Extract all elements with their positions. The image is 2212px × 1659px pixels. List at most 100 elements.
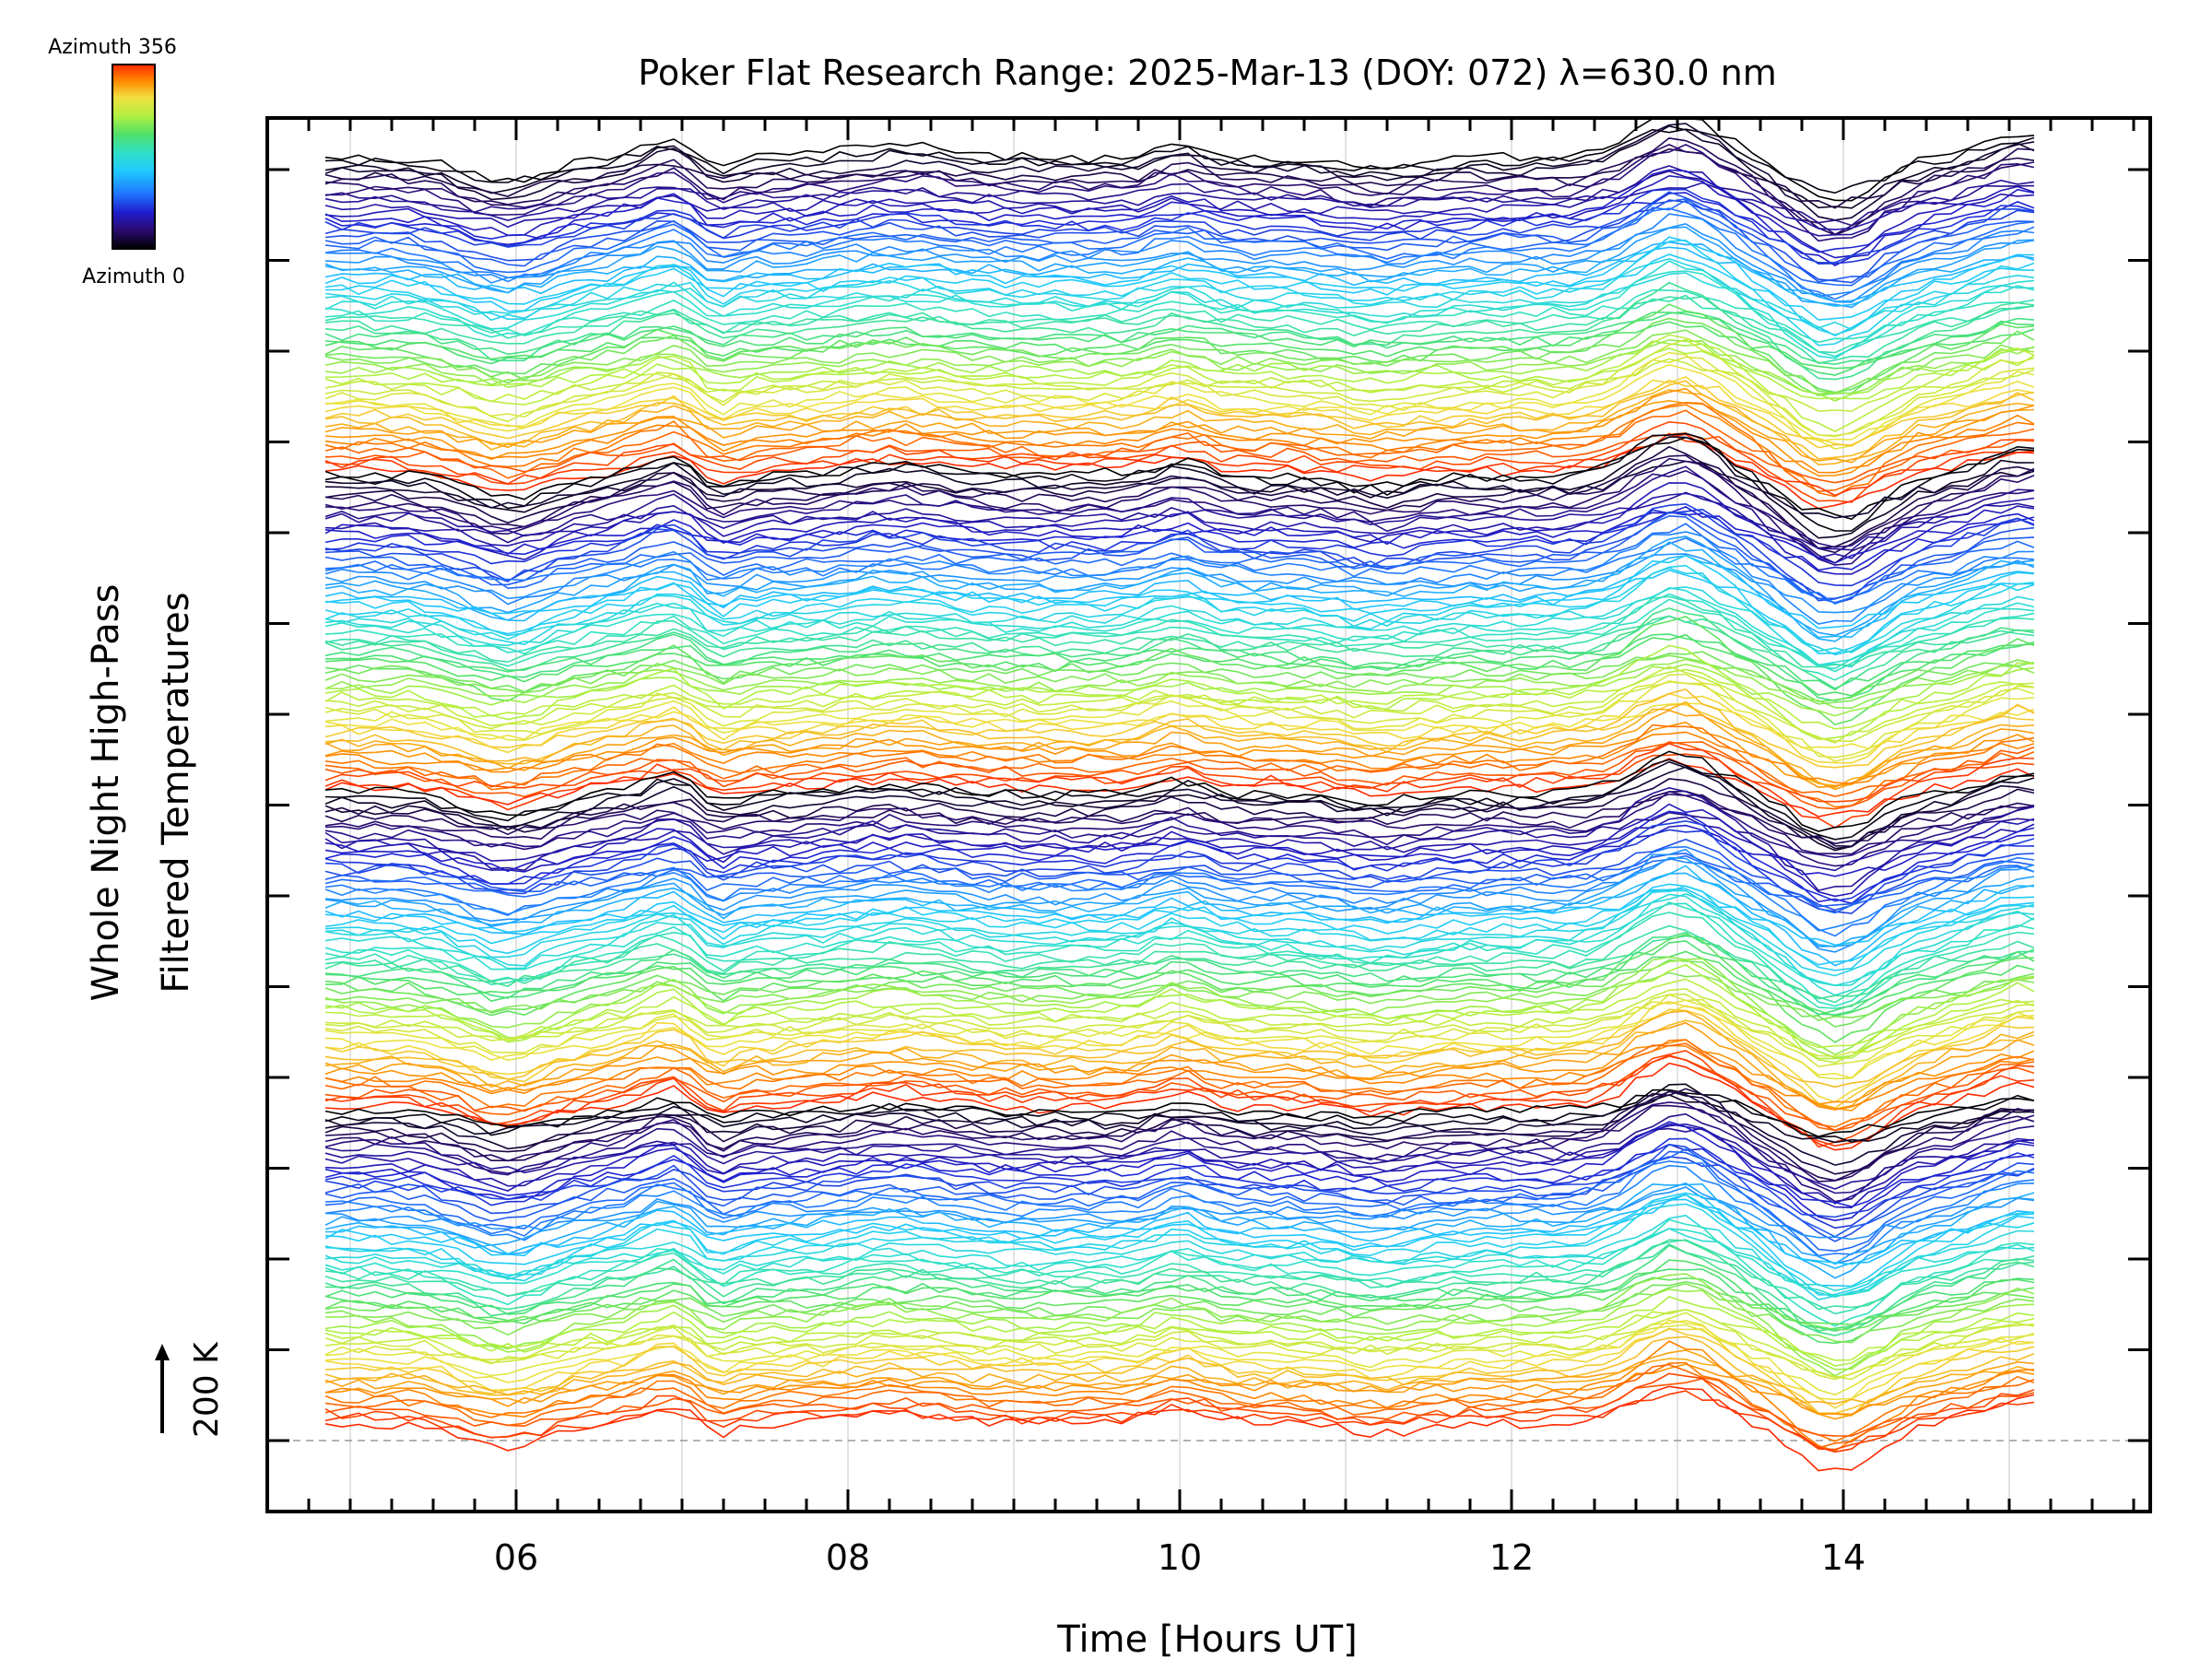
series-line <box>324 959 2035 1028</box>
series-line <box>324 409 2035 493</box>
series-line <box>324 351 2035 450</box>
series-line <box>324 1010 2035 1111</box>
series-line <box>324 1280 2035 1331</box>
series-line <box>324 912 2035 1009</box>
series-line <box>324 1349 2035 1420</box>
series-line <box>324 633 2035 697</box>
series-line <box>324 272 2035 331</box>
series-line <box>324 1104 2035 1182</box>
series-line <box>324 537 2035 606</box>
series-line <box>324 760 2035 852</box>
series-line <box>324 857 2035 932</box>
series-line <box>324 1244 2035 1332</box>
series-line <box>324 1358 2035 1405</box>
series-line <box>324 1123 2035 1209</box>
series-line <box>324 971 2035 1021</box>
series-line <box>324 709 2035 791</box>
scale-indicator: 200 K <box>155 1341 226 1438</box>
series-line <box>324 845 2035 937</box>
series-line <box>324 889 2035 977</box>
series-line <box>324 144 2035 242</box>
series-line <box>324 191 2035 284</box>
series-line <box>324 432 2035 532</box>
series-line <box>324 1335 2035 1417</box>
series-line <box>324 994 2035 1068</box>
series-line <box>324 1039 2035 1105</box>
series-line <box>324 644 2035 741</box>
series-line <box>324 288 2035 344</box>
series-line <box>324 294 2035 354</box>
series-line <box>324 856 2035 947</box>
x-tick-label: 10 <box>1158 1537 1202 1578</box>
series-line <box>324 1288 2035 1371</box>
series-line <box>324 1198 2035 1265</box>
series-line <box>324 1296 2035 1367</box>
series-line <box>324 1194 2035 1269</box>
series-line <box>324 1055 2035 1132</box>
series-line <box>324 1150 2035 1238</box>
series-line <box>324 902 2035 987</box>
series-line <box>324 502 2035 605</box>
series-line <box>324 654 2035 705</box>
series-line <box>324 700 2035 789</box>
series-line <box>324 1214 2035 1299</box>
series-line <box>324 420 2035 503</box>
series-line <box>324 1088 2035 1138</box>
series-line <box>324 853 2035 908</box>
series-line <box>324 436 2035 539</box>
series-line <box>324 174 2035 259</box>
series-line <box>324 790 2035 845</box>
series-line <box>324 586 2035 653</box>
series-line <box>324 680 2035 762</box>
series-line <box>324 810 2035 905</box>
x-tick-label: 06 <box>494 1537 538 1578</box>
series-line <box>324 465 2035 566</box>
series-line <box>324 281 2035 381</box>
series-line <box>324 1005 2035 1079</box>
series-line <box>324 554 2035 654</box>
series-line <box>324 1143 2035 1208</box>
series-line <box>324 819 2035 914</box>
series-line <box>324 1164 2035 1265</box>
series-line <box>324 1019 2035 1088</box>
series-line <box>324 1090 2035 1166</box>
y-axis-label-line1: Whole Night High-Pass <box>85 584 127 1002</box>
series-line <box>324 766 2035 850</box>
series-line <box>324 848 2035 953</box>
series-line <box>324 741 2035 798</box>
series-line <box>324 1050 2035 1148</box>
series-line <box>324 165 2035 237</box>
series-line <box>324 1273 2035 1377</box>
series-line <box>324 1243 2035 1311</box>
series-line <box>324 1182 2035 1265</box>
series-line <box>324 329 2035 394</box>
series-line <box>324 170 2035 227</box>
series-line <box>324 270 2035 358</box>
colorbar: Azimuth 356 Azimuth 0 <box>48 36 185 288</box>
series-line <box>324 865 2035 967</box>
series-line <box>324 379 2035 449</box>
series-line <box>324 128 2035 194</box>
plot-frame <box>265 116 2152 1513</box>
series-line <box>324 569 2034 629</box>
scale-label: 200 K <box>188 1341 226 1438</box>
series-line <box>324 872 2035 948</box>
chart-title: Poker Flat Research Range: 2025-Mar-13 (… <box>638 53 1776 93</box>
x-tick-label: 08 <box>826 1537 870 1578</box>
series-line <box>324 1309 2035 1361</box>
series-line <box>324 1137 2035 1230</box>
x-tick-label: 14 <box>1821 1537 1865 1578</box>
series-line <box>324 1042 2035 1132</box>
series-line <box>324 199 2035 264</box>
series-line <box>324 399 2035 464</box>
series-line <box>324 482 2035 575</box>
scale-arrow-icon <box>155 1344 170 1360</box>
series-line <box>324 192 2035 253</box>
series-line <box>324 506 2035 564</box>
series-line <box>324 829 2035 902</box>
series-line <box>324 169 2035 267</box>
series-line <box>324 182 2035 230</box>
series-line <box>324 338 2035 395</box>
series-line <box>324 1390 2035 1453</box>
x-tick-label: 12 <box>1489 1537 1534 1578</box>
